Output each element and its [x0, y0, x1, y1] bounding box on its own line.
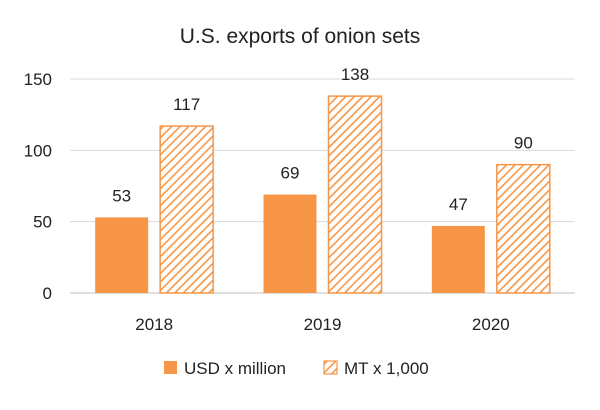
data-label: 69	[281, 164, 300, 183]
legend-label: MT x 1,000	[344, 359, 429, 378]
data-label: 138	[341, 65, 369, 84]
y-tick-label: 50	[33, 213, 52, 232]
legend-item: MT x 1,000	[323, 359, 429, 378]
data-label: 53	[112, 186, 131, 205]
legend-item: USD x million	[164, 359, 286, 378]
x-tick-label: 2020	[472, 315, 510, 334]
bar-usd	[263, 194, 317, 293]
x-tick-label: 2018	[135, 315, 173, 334]
y-axis-ticks: 0 50 100 150	[24, 70, 52, 303]
chart-title: U.S. exports of onion sets	[180, 25, 420, 48]
x-tick-label: 2019	[304, 315, 342, 334]
gridlines	[70, 78, 575, 294]
legend: USD x million MT x 1,000	[164, 359, 429, 378]
data-label: 117	[173, 95, 200, 114]
y-tick-label: 150	[24, 70, 52, 89]
bar-usd	[95, 217, 149, 293]
bar-mt	[496, 163, 551, 294]
legend-swatch-usd	[164, 361, 177, 374]
bar-mt	[159, 125, 214, 294]
bar-mt	[327, 95, 383, 294]
y-tick-label: 0	[43, 284, 52, 303]
legend-swatch-mt	[323, 360, 338, 375]
data-label: 90	[514, 134, 533, 153]
bars: 53 117 69 138 47 90	[95, 65, 551, 294]
legend-label: USD x million	[184, 359, 286, 378]
data-label: 47	[449, 195, 468, 214]
x-axis-ticks: 2018 2019 2020	[135, 315, 509, 334]
bar-usd	[431, 225, 485, 293]
y-tick-label: 100	[24, 141, 52, 160]
